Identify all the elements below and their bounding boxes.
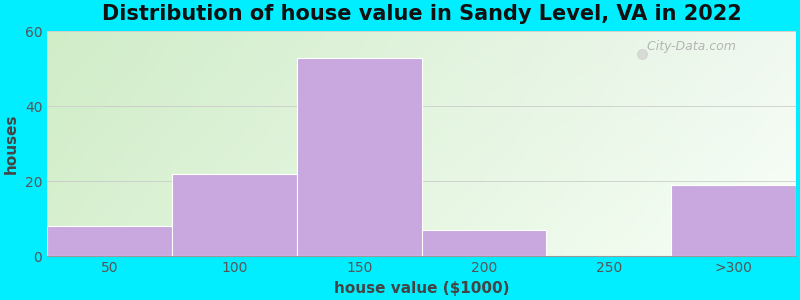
Bar (422, 230, 546, 256)
Bar (47, 226, 172, 256)
Y-axis label: houses: houses (4, 114, 19, 174)
Bar (671, 185, 796, 256)
Text: City-Data.com: City-Data.com (638, 40, 735, 53)
X-axis label: house value ($1000): house value ($1000) (334, 281, 510, 296)
Title: Distribution of house value in Sandy Level, VA in 2022: Distribution of house value in Sandy Lev… (102, 4, 742, 24)
Bar (297, 58, 422, 256)
Bar (172, 174, 297, 256)
